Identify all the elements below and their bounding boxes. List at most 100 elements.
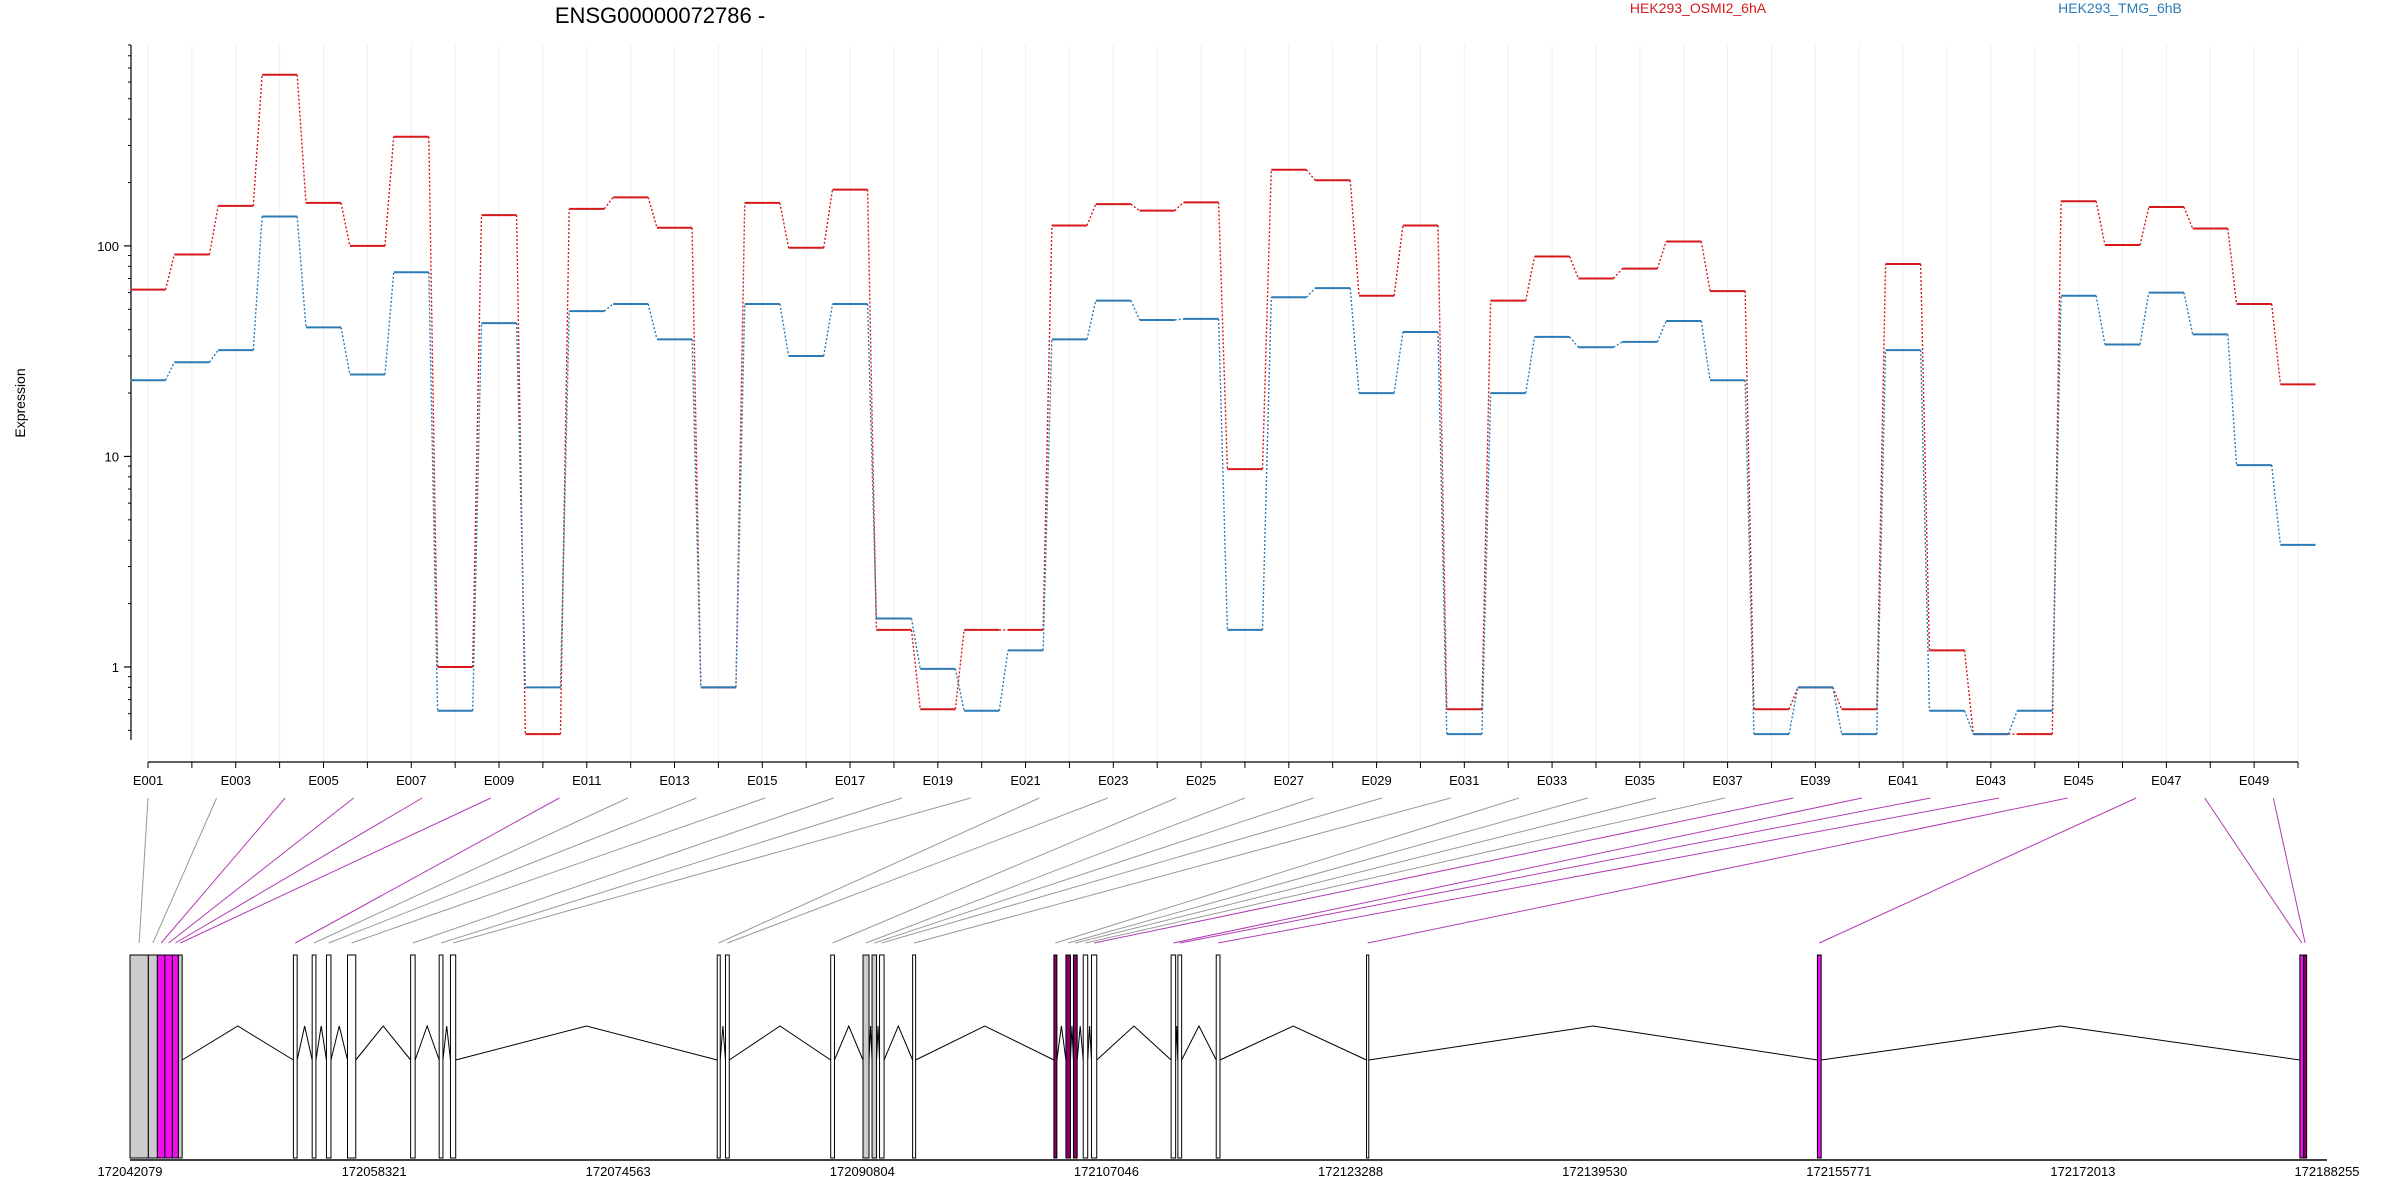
series-a-connector bbox=[2183, 206, 2194, 229]
exon-tick-label: E041 bbox=[1888, 773, 1918, 788]
series-a-connector bbox=[1700, 241, 1711, 292]
exon-link-lines bbox=[138, 797, 2306, 944]
exon-link-line bbox=[881, 797, 1383, 944]
exon-box bbox=[1170, 954, 1177, 1159]
series-b-connector bbox=[1349, 288, 1360, 394]
intron-connector bbox=[455, 1025, 718, 1061]
series-a-connector bbox=[2227, 228, 2238, 305]
exon-tick-label: E011 bbox=[572, 773, 601, 788]
exon-box bbox=[1053, 954, 1058, 1159]
exon-box bbox=[2299, 954, 2305, 1159]
series-b-connector bbox=[1042, 339, 1053, 651]
series-a-connector bbox=[296, 74, 307, 203]
exon-link-line bbox=[138, 797, 149, 944]
exon-link-line bbox=[152, 797, 218, 944]
series-a-connector bbox=[823, 189, 834, 248]
exon-box bbox=[164, 954, 173, 1159]
exon-link-line bbox=[295, 797, 560, 944]
series-a-connector bbox=[1086, 203, 1097, 226]
series-b-connector bbox=[2139, 292, 2150, 345]
coordinate-tick-label: 172155771 bbox=[1806, 1164, 1871, 1179]
exon-link-line bbox=[727, 797, 1108, 944]
series-a-connector bbox=[252, 74, 263, 206]
exon-tick-label: E021 bbox=[1010, 773, 1040, 788]
series-a-connector bbox=[779, 202, 790, 248]
exon-box bbox=[724, 954, 730, 1159]
intron-connector bbox=[915, 1025, 1055, 1061]
y-tick-label: 100 bbox=[97, 239, 119, 254]
series-b-connector bbox=[208, 349, 219, 363]
series-b-connector bbox=[2051, 295, 2062, 711]
exon-box bbox=[147, 954, 158, 1159]
series-a-connector bbox=[1963, 650, 1975, 735]
series-b-connector bbox=[998, 650, 1009, 711]
series-b-connector bbox=[735, 303, 746, 688]
series-a-connector bbox=[691, 227, 702, 688]
gridlines bbox=[147, 45, 2299, 765]
exon-tick-label: E017 bbox=[835, 773, 865, 788]
series-a-connector bbox=[954, 629, 965, 710]
exon-link-line bbox=[2272, 797, 2306, 944]
series-a-connector bbox=[1876, 264, 1887, 710]
exon-link-line bbox=[1179, 797, 1931, 944]
exon-tick-label: E009 bbox=[484, 773, 514, 788]
exon-box bbox=[879, 954, 885, 1159]
series-b-connector bbox=[1919, 350, 1931, 711]
series-b-connector bbox=[340, 327, 351, 375]
series-a-connector bbox=[1656, 241, 1667, 269]
exon-tick-label: E019 bbox=[923, 773, 953, 788]
series-b-connector bbox=[823, 303, 834, 357]
exon-link-line bbox=[1055, 797, 1520, 944]
exon-box bbox=[156, 954, 166, 1159]
exon-box bbox=[2303, 954, 2308, 1159]
series-b-connector bbox=[647, 303, 658, 340]
exon-box bbox=[449, 954, 457, 1159]
coordinate-tick-label: 172042079 bbox=[97, 1164, 162, 1179]
coordinate-tick-label: 172139530 bbox=[1562, 1164, 1627, 1179]
y-tick-label: 10 bbox=[105, 449, 119, 464]
exon-box bbox=[292, 954, 298, 1159]
exon-link-line bbox=[1173, 797, 1863, 944]
exon-box bbox=[830, 954, 835, 1159]
exon-link-line bbox=[2204, 797, 2303, 944]
series-a-connector bbox=[1042, 225, 1053, 630]
chart-title: ENSG00000072786 - bbox=[555, 3, 765, 28]
series-a-connector bbox=[910, 629, 921, 710]
series-a-connector bbox=[559, 208, 570, 735]
series-a-connector bbox=[1919, 264, 1931, 651]
series-a-connector bbox=[1525, 256, 1536, 301]
exon-tick-label: E013 bbox=[659, 773, 689, 788]
exon-box bbox=[1082, 954, 1089, 1159]
exon-link-line bbox=[160, 797, 286, 944]
exon-box bbox=[716, 954, 721, 1159]
exon-link-line bbox=[328, 797, 697, 944]
series-a-connector bbox=[340, 202, 351, 247]
exon-box bbox=[1215, 954, 1221, 1159]
exon-link-line bbox=[351, 797, 766, 944]
coordinate-tick-label: 172188255 bbox=[2294, 1164, 2359, 1179]
exon-tick-label: E023 bbox=[1098, 773, 1128, 788]
series-a-connector bbox=[471, 215, 483, 668]
intron-connector bbox=[442, 1025, 451, 1061]
intron-connector bbox=[1181, 1024, 1217, 1061]
series-a-connector bbox=[1217, 202, 1229, 470]
series-a-connector bbox=[647, 197, 658, 228]
exon-tick-label: E001 bbox=[133, 773, 163, 788]
series-a-connector bbox=[1612, 268, 1623, 279]
intron-connector bbox=[330, 1025, 348, 1061]
series-a-connector bbox=[1305, 169, 1316, 181]
series-a-connector bbox=[1349, 180, 1360, 296]
exon-box bbox=[311, 954, 317, 1159]
genomic-coordinate-axis: 172042079 172058321 172074563 172090804 1721… bbox=[97, 1159, 2360, 1179]
y-axis: 1 10 100 bbox=[97, 44, 132, 740]
intron-connector bbox=[1368, 1025, 1818, 1061]
exon-box bbox=[171, 954, 179, 1159]
intron-connector bbox=[719, 1025, 726, 1061]
exon-link-line bbox=[1075, 797, 1657, 944]
exon-box bbox=[1366, 954, 1370, 1159]
series-b-connector bbox=[1437, 331, 1448, 735]
series-b-connector bbox=[2095, 295, 2106, 345]
exon-box bbox=[912, 954, 917, 1159]
exon-box bbox=[410, 954, 416, 1159]
